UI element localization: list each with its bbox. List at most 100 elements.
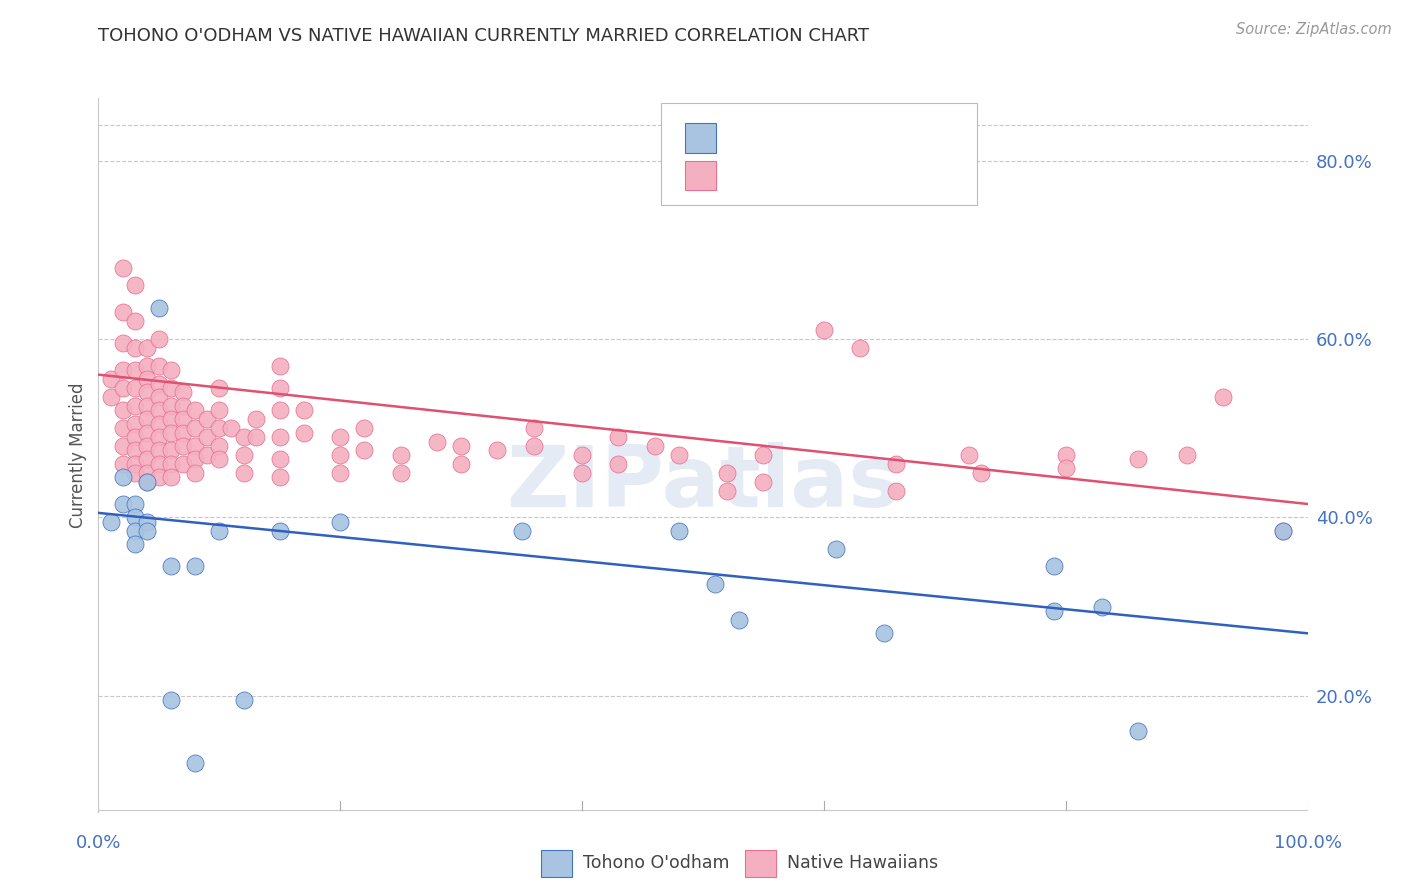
Text: 100.0%: 100.0% xyxy=(1274,834,1341,852)
Point xyxy=(135,524,157,538)
Point xyxy=(148,470,170,484)
Point xyxy=(124,430,146,444)
Point xyxy=(269,359,291,373)
Point xyxy=(232,448,254,462)
Point xyxy=(607,457,630,471)
Point xyxy=(269,524,291,538)
Point xyxy=(269,403,291,417)
Point xyxy=(208,403,231,417)
Point xyxy=(148,443,170,458)
Point xyxy=(184,439,207,453)
Point xyxy=(510,524,533,538)
Point xyxy=(100,390,122,404)
Point xyxy=(135,412,157,426)
Point xyxy=(172,439,194,453)
Y-axis label: Currently Married: Currently Married xyxy=(69,382,87,528)
Text: R =: R = xyxy=(730,128,770,147)
Point xyxy=(1212,390,1234,404)
Point xyxy=(124,363,146,377)
Text: 113: 113 xyxy=(882,166,921,185)
Point xyxy=(752,475,775,489)
Point xyxy=(269,430,291,444)
Point xyxy=(486,443,509,458)
Text: 0.0%: 0.0% xyxy=(76,834,121,852)
Point xyxy=(208,381,231,395)
Point xyxy=(1128,724,1150,739)
Text: R =: R = xyxy=(730,166,770,185)
Point xyxy=(135,466,157,480)
Point xyxy=(135,385,157,400)
Point xyxy=(292,403,315,417)
Point xyxy=(523,439,546,453)
Point xyxy=(208,524,231,538)
Text: Source: ZipAtlas.com: Source: ZipAtlas.com xyxy=(1236,22,1392,37)
Point xyxy=(100,372,122,386)
Point xyxy=(221,421,243,435)
Point xyxy=(886,483,908,498)
Point xyxy=(329,448,352,462)
Point xyxy=(1042,559,1064,574)
Point xyxy=(184,403,207,417)
Point xyxy=(1091,599,1114,614)
Point xyxy=(704,577,727,591)
Point xyxy=(160,443,183,458)
Point xyxy=(111,363,134,377)
Text: N =: N = xyxy=(844,166,886,185)
Point xyxy=(184,421,207,435)
Point xyxy=(1272,524,1295,538)
Point xyxy=(124,341,146,355)
Point xyxy=(329,515,352,529)
Point xyxy=(269,381,291,395)
Point xyxy=(135,425,157,440)
Point xyxy=(668,524,690,538)
Point xyxy=(124,278,146,293)
Point xyxy=(184,756,207,770)
Point xyxy=(172,412,194,426)
Point xyxy=(135,452,157,467)
Point xyxy=(111,260,134,275)
Text: N =: N = xyxy=(844,128,886,147)
Point xyxy=(450,439,472,453)
Point xyxy=(523,421,546,435)
Point xyxy=(329,430,352,444)
Point xyxy=(389,448,412,462)
Text: 30: 30 xyxy=(882,128,908,147)
Point xyxy=(426,434,449,449)
Point xyxy=(135,475,157,489)
Point xyxy=(232,693,254,707)
Point xyxy=(124,381,146,395)
Point xyxy=(124,457,146,471)
Point xyxy=(184,466,207,480)
Point xyxy=(124,497,146,511)
Point xyxy=(148,301,170,315)
Point xyxy=(135,399,157,413)
Point xyxy=(124,417,146,431)
Point xyxy=(1175,448,1198,462)
Point xyxy=(1054,461,1077,475)
Point xyxy=(195,412,218,426)
Point xyxy=(135,475,157,489)
Point xyxy=(195,448,218,462)
Point xyxy=(148,376,170,391)
Point xyxy=(124,443,146,458)
Point xyxy=(208,421,231,435)
Point xyxy=(111,470,134,484)
Point xyxy=(160,381,183,395)
Point xyxy=(292,425,315,440)
Point xyxy=(644,439,666,453)
Point xyxy=(111,439,134,453)
Point xyxy=(124,510,146,524)
Text: TOHONO O'ODHAM VS NATIVE HAWAIIAN CURRENTLY MARRIED CORRELATION CHART: TOHONO O'ODHAM VS NATIVE HAWAIIAN CURREN… xyxy=(98,27,869,45)
Point xyxy=(111,457,134,471)
Point xyxy=(148,359,170,373)
Point xyxy=(160,399,183,413)
Point xyxy=(886,457,908,471)
Point xyxy=(752,448,775,462)
Point xyxy=(135,341,157,355)
Point xyxy=(135,439,157,453)
Point xyxy=(148,403,170,417)
Point xyxy=(450,457,472,471)
Point xyxy=(160,457,183,471)
Point xyxy=(607,430,630,444)
Point xyxy=(813,323,835,337)
